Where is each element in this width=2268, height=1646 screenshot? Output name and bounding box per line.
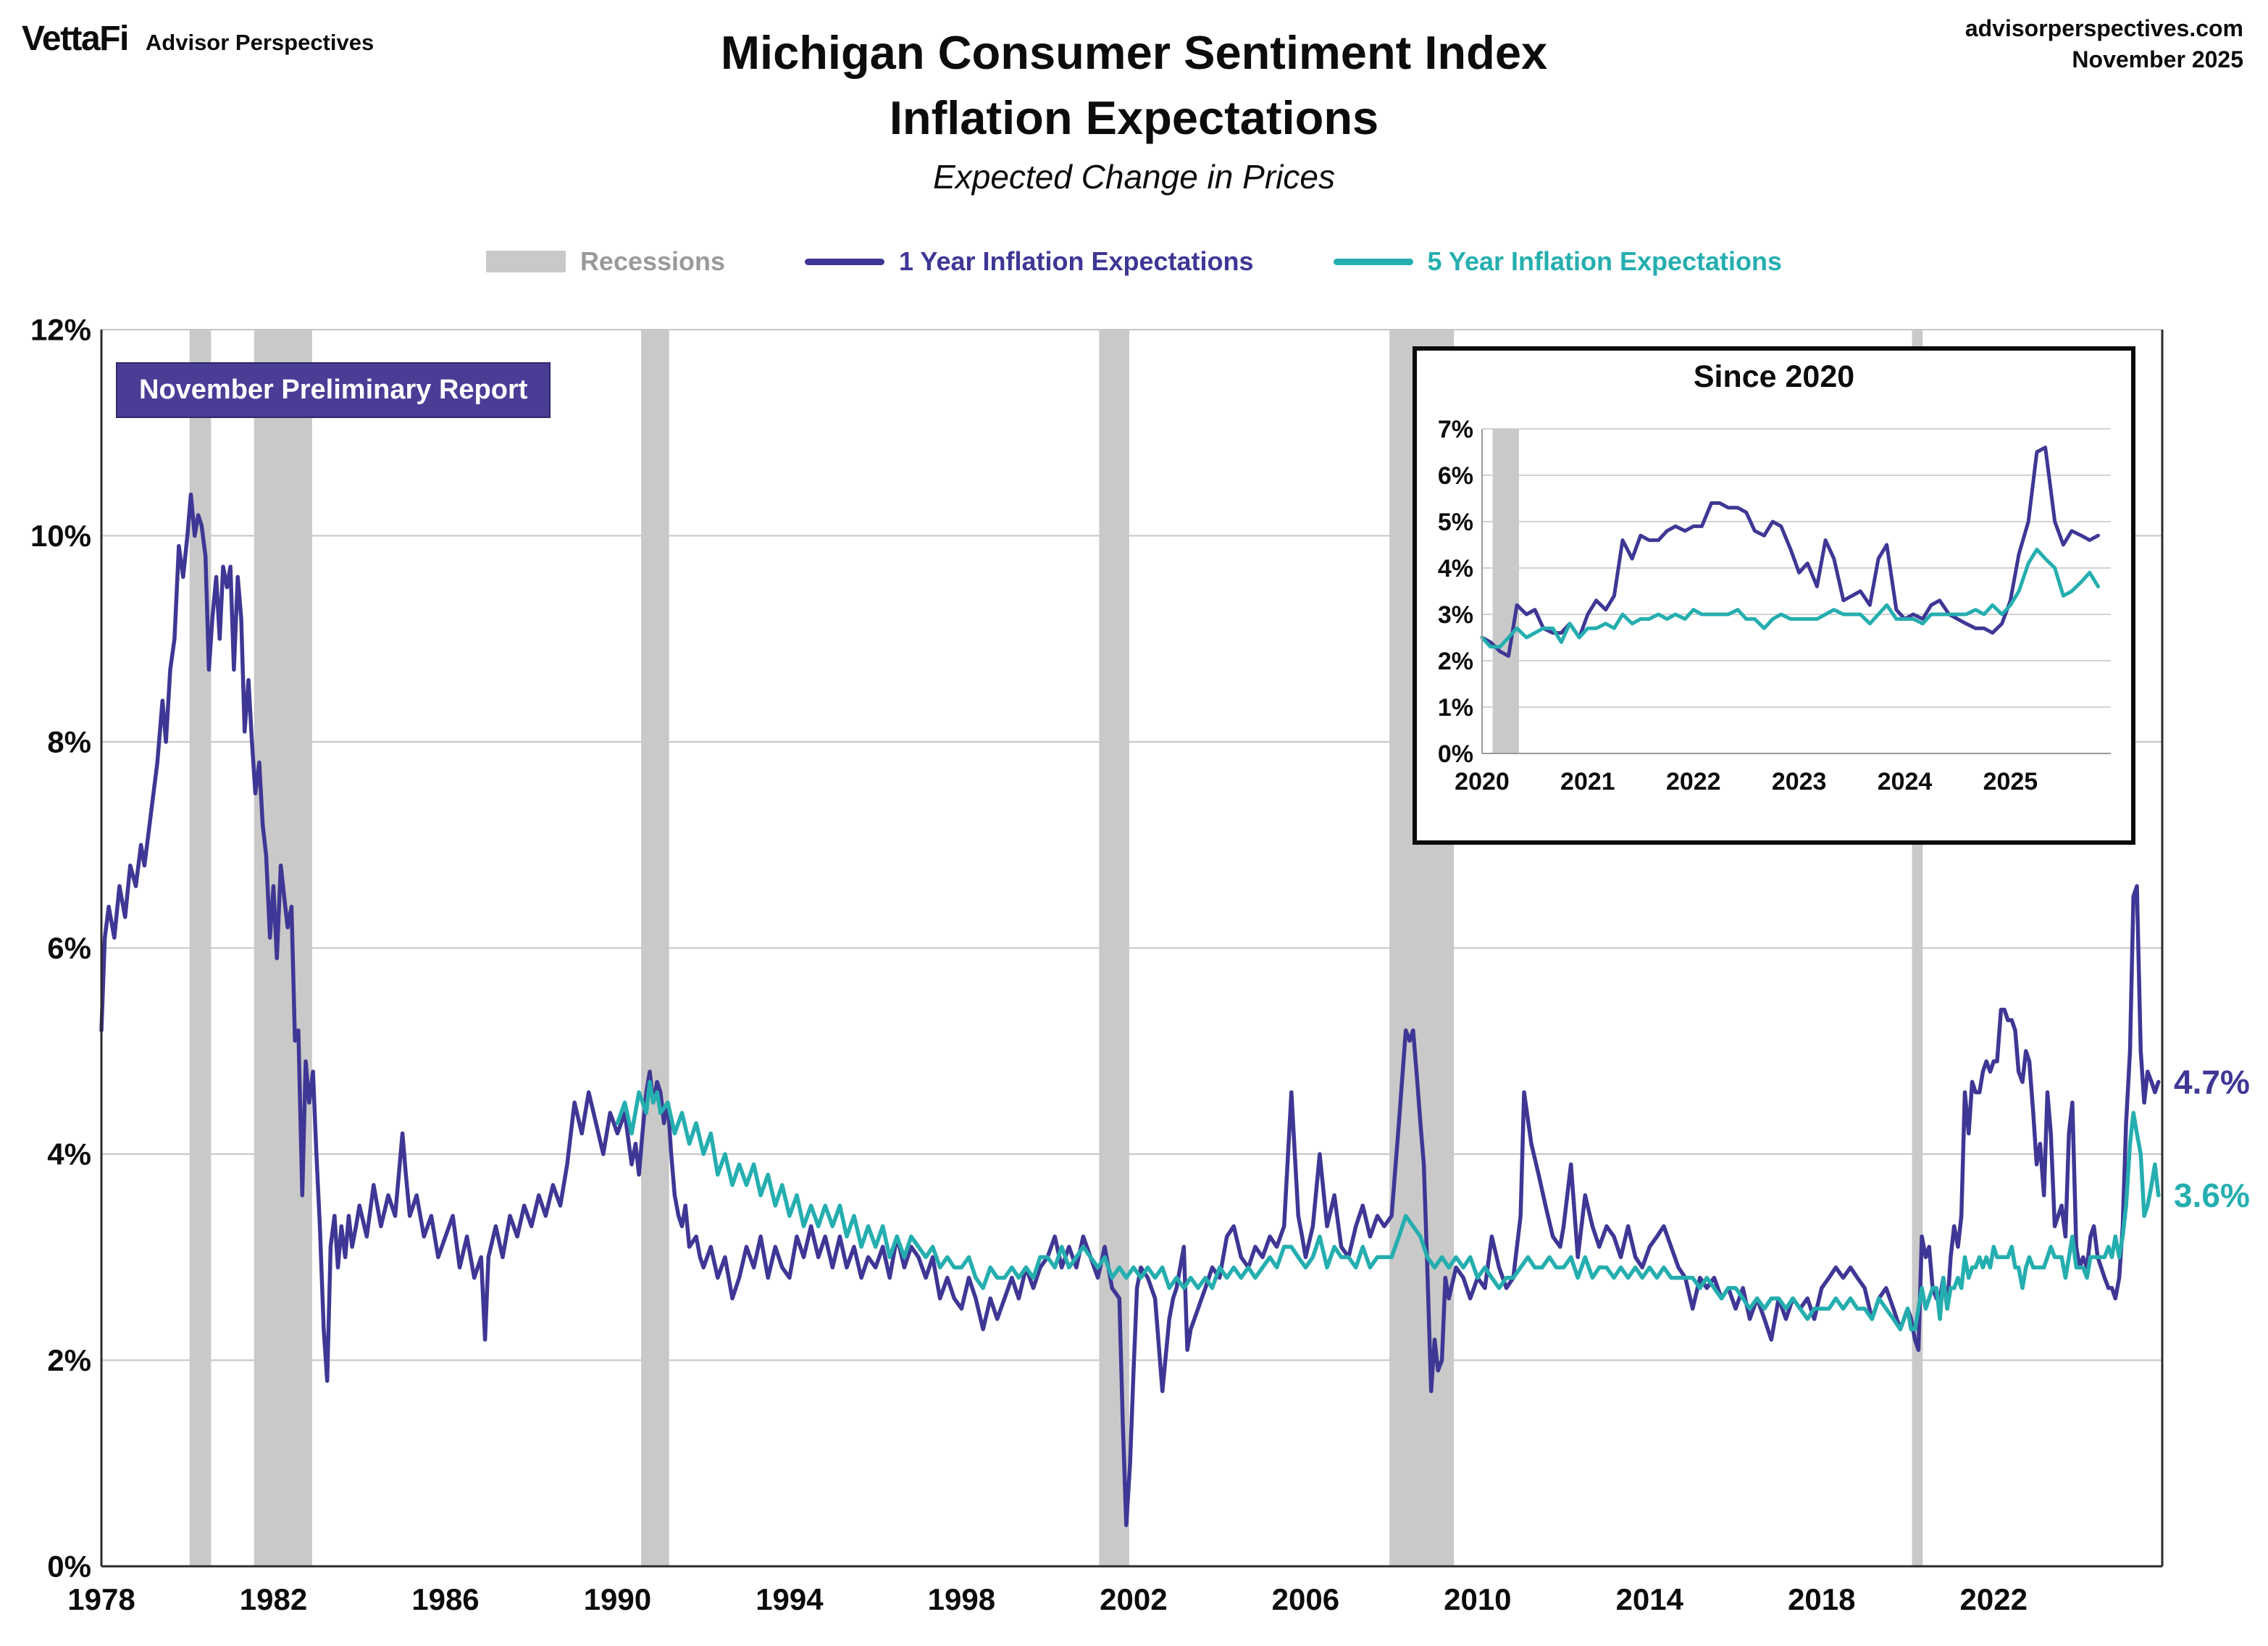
x-tick-label: 2023 bbox=[1772, 768, 1827, 795]
y-tick-label: 7% bbox=[1438, 416, 1473, 443]
recession-swatch bbox=[485, 251, 566, 272]
source-date: November 2025 bbox=[2072, 46, 2243, 73]
x-tick-label: 1982 bbox=[240, 1582, 307, 1616]
legend-item-1-year: 1 Year Inflation Expectations bbox=[805, 246, 1254, 277]
x-tick-label: 2018 bbox=[1788, 1582, 1855, 1616]
y-tick-label: 4% bbox=[1438, 555, 1473, 582]
x-tick-label: 1998 bbox=[928, 1582, 995, 1616]
x-tick-label: 1978 bbox=[67, 1582, 135, 1616]
one-year-line-swatch bbox=[805, 258, 885, 265]
legend-label-recessions: Recessions bbox=[579, 246, 726, 276]
legend-label-5-year: 5 Year Inflation Expectations bbox=[1427, 246, 1783, 276]
x-tick-label: 2006 bbox=[1272, 1582, 1339, 1616]
five-year-line-swatch bbox=[1333, 258, 1413, 265]
inset-chart-since-2020: Since 2020 0% 1% 2% 3% 4% 5% 6% 7% 2020 2021 2022 2… bbox=[1413, 346, 2135, 845]
title-block: Michigan Consumer Sentiment Index Inflat… bbox=[0, 20, 2268, 196]
recession-band bbox=[1492, 429, 1520, 753]
series-line-1-year-inflation-expectations bbox=[1480, 446, 2100, 659]
chart-title-line2: Inflation Expectations bbox=[889, 91, 1379, 144]
source-site: advisorperspectives.com bbox=[1964, 15, 2243, 41]
x-tick-label: 2020 bbox=[1455, 768, 1510, 795]
y-tick-label: 3% bbox=[1438, 601, 1473, 629]
y-tick-label: 4% bbox=[47, 1137, 91, 1171]
y-tick-label: 0% bbox=[47, 1550, 91, 1584]
y-tick-label: 6% bbox=[47, 931, 91, 965]
x-tick-label: 2002 bbox=[1100, 1582, 1167, 1616]
series-line-5-year-inflation-expectations bbox=[1480, 547, 2100, 649]
advisor-perspectives-label: Advisor Perspectives bbox=[145, 30, 374, 55]
y-tick-label: 0% bbox=[1438, 740, 1473, 768]
y-tick-label: 5% bbox=[1438, 509, 1473, 536]
x-tick-label: 2021 bbox=[1560, 768, 1615, 795]
x-tick-label: 2010 bbox=[1444, 1582, 1511, 1616]
series-end-label: 4.7% bbox=[2174, 1063, 2250, 1100]
legend-label-1-year: 1 Year Inflation Expectations bbox=[899, 246, 1254, 276]
x-tick-label: 2022 bbox=[1960, 1582, 2028, 1616]
legend-item-5-year: 5 Year Inflation Expectations bbox=[1333, 246, 1783, 277]
x-tick-label: 1994 bbox=[756, 1582, 824, 1616]
series-line-5-year-inflation-expectations bbox=[615, 1079, 2161, 1332]
preliminary-report-badge: November Preliminary Report bbox=[116, 362, 551, 418]
y-tick-label: 2% bbox=[1438, 648, 1473, 675]
x-tick-label: 2024 bbox=[1878, 768, 1933, 795]
y-tick-label: 12% bbox=[30, 313, 91, 347]
x-tick-label: 2022 bbox=[1666, 768, 1721, 795]
inset-chart-plot: 0% 1% 2% 3% 4% 5% 6% 7% 2020 2021 2022 2023 2024 2025 bbox=[1438, 416, 2111, 795]
y-tick-label: 8% bbox=[47, 725, 91, 759]
chart-title-line1: Michigan Consumer Sentiment Index bbox=[720, 26, 1548, 79]
recession-band bbox=[254, 330, 312, 1566]
x-tick-label: 2025 bbox=[1983, 768, 2038, 795]
series-end-label: 3.6% bbox=[2174, 1177, 2250, 1214]
branding: VettaFi Advisor Perspectives bbox=[22, 19, 374, 59]
x-tick-label: 1990 bbox=[584, 1582, 651, 1616]
recession-band bbox=[641, 330, 669, 1566]
x-tick-label: 2014 bbox=[1616, 1582, 1684, 1616]
y-tick-label: 10% bbox=[30, 519, 91, 553]
legend-item-recessions: Recessions bbox=[485, 246, 726, 277]
y-tick-label: 1% bbox=[1438, 694, 1473, 722]
chart-legend: Recessions 1 Year Inflation Expectations… bbox=[0, 246, 2268, 277]
y-tick-label: 6% bbox=[1438, 462, 1473, 490]
recession-band bbox=[1099, 330, 1129, 1566]
y-tick-label: 2% bbox=[47, 1343, 91, 1377]
x-tick-label: 1986 bbox=[411, 1582, 479, 1616]
vettafi-logo: VettaFi bbox=[22, 20, 129, 58]
inset-title: Since 2020 bbox=[1693, 359, 1855, 394]
source-attribution: advisorperspectives.com November 2025 bbox=[1965, 13, 2243, 75]
chart-subtitle: Expected Change in Prices bbox=[933, 158, 1335, 196]
